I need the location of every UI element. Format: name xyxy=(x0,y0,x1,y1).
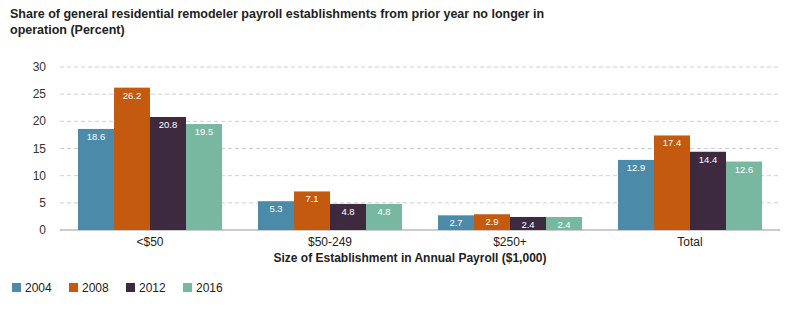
data-labels: 18.6 5.3 2.7 12.9 26.2 7.1 2.9 17.4 20.8 4.8 2.4 14… xyxy=(87,90,754,230)
data-label: 19.5 xyxy=(195,126,214,137)
bar xyxy=(690,152,726,230)
data-label: 12.6 xyxy=(735,164,754,175)
data-label: 5.3 xyxy=(269,203,282,214)
chart-title: Share of general residential remodeler p… xyxy=(10,6,570,38)
data-label: 17.4 xyxy=(663,137,682,148)
bar xyxy=(726,162,762,230)
y-tick-label: 0 xyxy=(39,223,46,237)
data-label: 12.9 xyxy=(627,162,646,173)
y-tick-label: 5 xyxy=(39,196,46,210)
legend-swatch xyxy=(183,283,192,292)
bar xyxy=(474,214,510,230)
bars xyxy=(78,88,762,230)
data-label: 18.6 xyxy=(87,131,106,142)
data-label: 20.8 xyxy=(159,119,178,130)
legend-label: 2008 xyxy=(82,281,109,295)
x-tick-label: $250+ xyxy=(493,235,527,249)
legend-swatch xyxy=(126,283,135,292)
data-label: 2.9 xyxy=(485,216,498,227)
bar xyxy=(294,191,330,230)
data-label: 7.1 xyxy=(305,193,318,204)
bar xyxy=(330,204,366,230)
bar xyxy=(78,129,114,230)
y-tick-label: 30 xyxy=(33,60,47,74)
legend: 2004 2008 2012 2016 xyxy=(12,281,223,295)
y-tick-label: 10 xyxy=(33,169,47,183)
bar xyxy=(186,124,222,230)
grid-line xyxy=(60,94,780,95)
legend-label: 2012 xyxy=(139,281,166,295)
y-tick-label: 25 xyxy=(33,87,47,101)
legend-swatch xyxy=(69,283,78,292)
legend-swatch xyxy=(12,283,21,292)
bar xyxy=(114,88,150,230)
data-label: 4.8 xyxy=(377,206,390,217)
bar xyxy=(654,135,690,230)
x-tick-label: Total xyxy=(677,235,702,249)
x-axis-label: Size of Establishment in Annual Payroll … xyxy=(274,251,547,265)
bar xyxy=(546,217,582,230)
bar xyxy=(438,215,474,230)
data-label: 2.4 xyxy=(557,219,570,230)
y-tick-label: 15 xyxy=(33,142,47,156)
chart: 0 5 10 15 20 25 30 18.6 5.3 2.7 12.9 26.2 7.1 2.9 17.4… xyxy=(0,0,800,321)
bar xyxy=(618,160,654,230)
legend-label: 2016 xyxy=(196,281,223,295)
bar xyxy=(366,204,402,230)
data-label: 2.7 xyxy=(449,217,462,228)
x-tick-label: $50-249 xyxy=(308,235,352,249)
bar xyxy=(150,117,186,230)
bar xyxy=(510,217,546,230)
data-label: 4.8 xyxy=(341,206,354,217)
data-label: 2.4 xyxy=(521,219,534,230)
y-tick-label: 20 xyxy=(33,114,47,128)
data-label: 26.2 xyxy=(123,90,142,101)
legend-label: 2004 xyxy=(25,281,52,295)
bar xyxy=(258,201,294,230)
data-label: 14.4 xyxy=(699,154,718,165)
grid-line xyxy=(60,67,780,68)
x-tick-label: <$50 xyxy=(136,235,163,249)
